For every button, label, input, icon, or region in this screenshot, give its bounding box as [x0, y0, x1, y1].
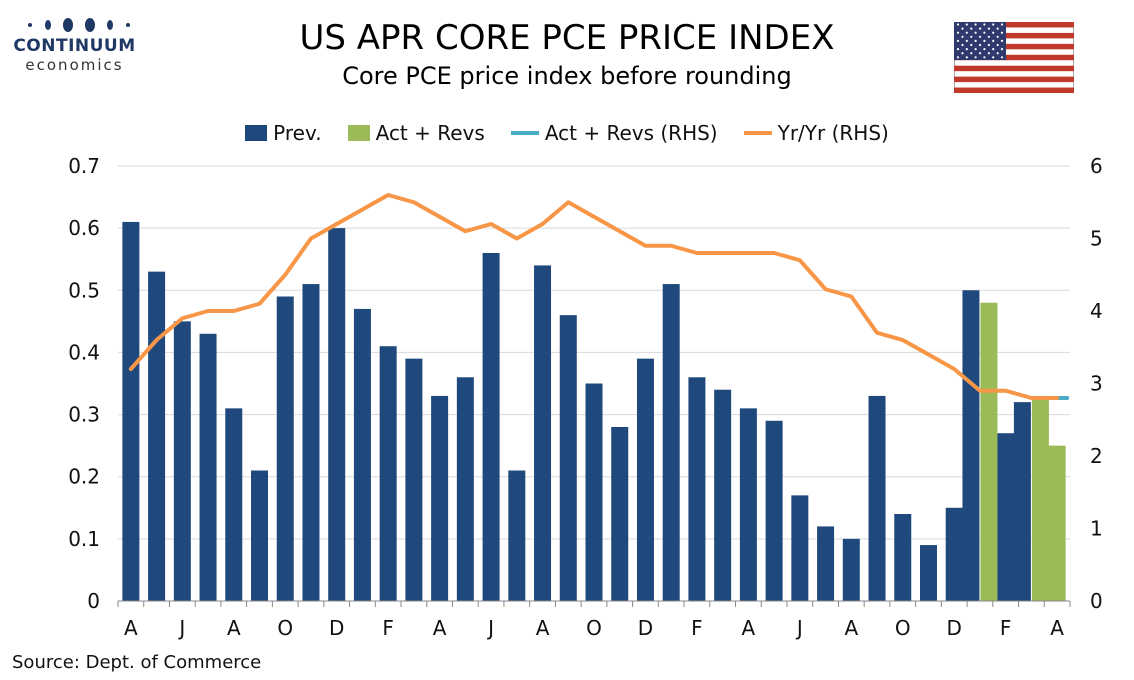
- y-right-tick-label: 1: [1090, 517, 1103, 541]
- x-tick-label: D: [329, 616, 344, 640]
- bar-prev: [199, 333, 217, 601]
- x-tick-label: J: [177, 616, 185, 640]
- bar-prev: [585, 383, 603, 601]
- bar-prev: [962, 290, 980, 601]
- x-tick-label: A: [1050, 616, 1064, 640]
- legend-item-act-revs-rhs: Act + Revs (RHS): [510, 121, 718, 145]
- y-left-tick-label: 0.6: [68, 216, 100, 240]
- bar-prev: [894, 514, 912, 601]
- x-tick-label: J: [795, 616, 803, 640]
- y-right-tick-label: 5: [1090, 227, 1103, 251]
- x-tick-label: F: [691, 616, 703, 640]
- bar-act-revs: [1048, 445, 1066, 601]
- bar-prev: [714, 389, 732, 601]
- bar-prev: [456, 377, 474, 601]
- chart-title: US APR CORE PCE PRICE INDEX: [299, 18, 835, 58]
- line-yoy-rhs: [128, 193, 1060, 400]
- y-left-tick-label: 0.5: [68, 278, 100, 302]
- bar-prev: [508, 470, 526, 601]
- legend-label-act-revs-rhs: Act + Revs (RHS): [544, 121, 718, 145]
- bar-prev: [328, 228, 346, 601]
- chart-subtitle: Core PCE price index before rounding: [342, 62, 792, 90]
- bar-prev: [919, 545, 937, 601]
- x-tick-label: D: [638, 616, 653, 640]
- x-tick-label: O: [277, 616, 293, 640]
- bar-prev: [173, 321, 191, 601]
- legend-label-act-revs: Act + Revs: [375, 121, 485, 145]
- legend-swatch-yoy-rhs: [743, 131, 772, 135]
- bar-prev: [662, 284, 680, 601]
- legend-swatch-prev: [245, 125, 268, 141]
- bar-prev: [842, 538, 860, 601]
- x-tick-label: A: [536, 616, 550, 640]
- x-tick-label: F: [1000, 616, 1012, 640]
- bar-act-revs: [980, 302, 998, 601]
- bar-prev: [688, 377, 706, 601]
- y-right-tick-label: 2: [1090, 444, 1103, 468]
- bar-prev: [122, 221, 140, 601]
- bar-prev: [765, 420, 783, 601]
- y-right-tick-label: 0: [1090, 589, 1103, 613]
- y-left-tick-label: 0.2: [68, 465, 100, 489]
- y-left-tick-label: 0.1: [68, 527, 100, 551]
- logo-wordmark-line1: CONTINUUM: [13, 36, 136, 56]
- legend-item-yoy-rhs: Yr/Yr (RHS): [743, 121, 889, 145]
- x-tick-label: A: [227, 616, 241, 640]
- legend-item-prev: Prev.: [245, 121, 322, 145]
- legend-label-prev: Prev.: [273, 121, 322, 145]
- legend-swatch-act-revs: [347, 125, 370, 141]
- y-right-tick-label: 3: [1090, 372, 1103, 396]
- bar-prev: [791, 495, 809, 601]
- legend-label-yoy-rhs: Yr/Yr (RHS): [777, 121, 889, 145]
- bar-prev: [405, 358, 423, 601]
- x-tick-label: O: [895, 616, 911, 640]
- y-left-tick-label: 0.7: [68, 154, 100, 178]
- chart-legend: Prev. Act + Revs Act + Revs (RHS) Yr/Yr …: [0, 119, 1134, 147]
- logo-wordmark-line2: economics: [25, 56, 124, 74]
- x-tick-label: D: [947, 616, 962, 640]
- bar-prev: [559, 315, 577, 601]
- bar-prev: [534, 265, 552, 601]
- legend-item-act-revs: Act + Revs: [347, 121, 485, 145]
- bar-prev: [868, 395, 886, 601]
- x-tick-label: F: [382, 616, 394, 640]
- y-right-tick-label: 6: [1090, 154, 1103, 178]
- bar-prev: [817, 526, 835, 601]
- x-tick-label: A: [844, 616, 858, 640]
- logo-dots-icon: [28, 18, 130, 32]
- bar-prev: [302, 284, 320, 601]
- bar-prev: [148, 271, 166, 601]
- bar-prev: [353, 308, 371, 601]
- x-tick-label: J: [486, 616, 494, 640]
- bar-prev: [739, 408, 757, 601]
- bar-prev: [1013, 402, 1031, 601]
- bar-prev: [431, 395, 449, 601]
- y-left-tick-label: 0.3: [68, 403, 100, 427]
- bar-prev: [482, 253, 500, 601]
- us-flag-icon: [954, 22, 1074, 93]
- source-note: Source: Dept. of Commerce: [12, 652, 262, 673]
- continuum-economics-logo: CONTINUUM economics: [12, 14, 137, 76]
- legend-swatch-act-revs-rhs: [510, 131, 539, 135]
- bar-act-revs: [1031, 395, 1049, 601]
- y-left-tick-label: 0.4: [68, 340, 100, 364]
- bar-prev: [945, 507, 963, 601]
- x-tick-label: O: [586, 616, 602, 640]
- x-tick-label: A: [433, 616, 447, 640]
- y-left-tick-label: 0: [87, 589, 100, 613]
- bar-prev: [276, 296, 294, 601]
- x-tick-label: A: [742, 616, 756, 640]
- y-right-tick-label: 4: [1090, 299, 1103, 323]
- bar-prev: [225, 408, 243, 601]
- bar-prev: [611, 427, 629, 601]
- bar-prev: [251, 470, 269, 601]
- bar-prev: [636, 358, 654, 601]
- bar-prev: [997, 433, 1015, 601]
- x-tick-label: A: [124, 616, 138, 640]
- bar-prev: [379, 346, 397, 601]
